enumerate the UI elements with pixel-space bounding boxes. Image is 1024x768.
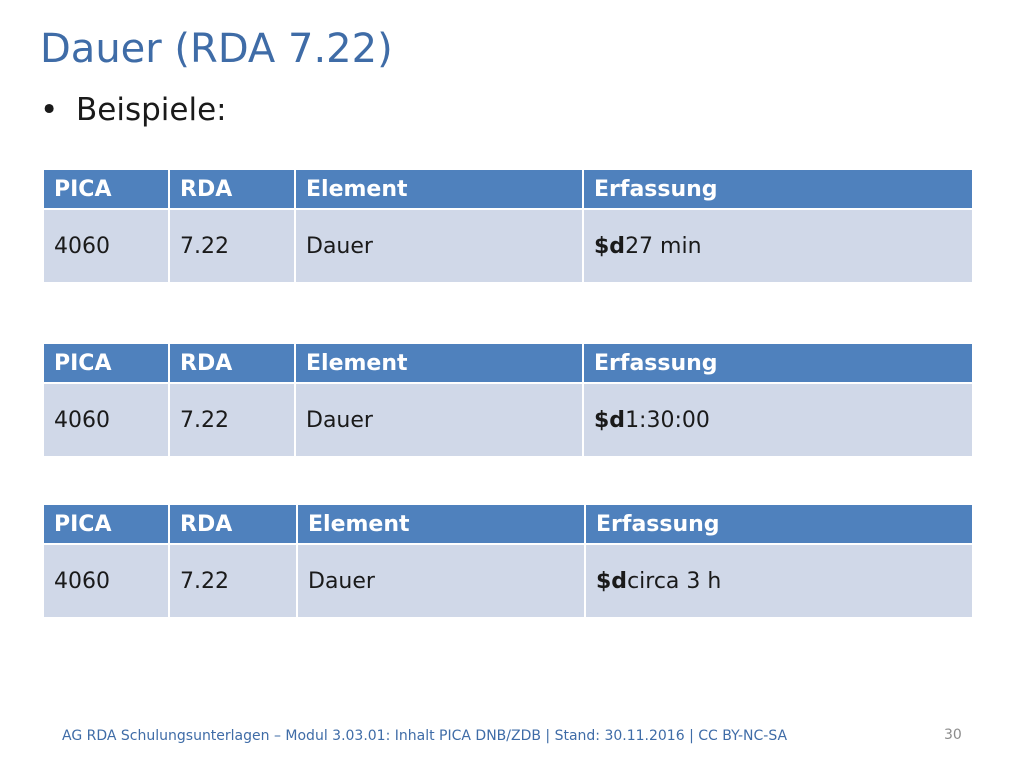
header-cell-element: Element [298,505,584,543]
example-table-2: PICA RDA Element Erfassung 4060 7.22 Dau… [42,342,974,458]
table-header-row: PICA RDA Element Erfassung [44,170,972,208]
cell-erfassung: $d1:30:00 [584,384,972,456]
slide-footer: AG RDA Schulungsunterlagen – Modul 3.03.… [62,728,788,744]
table-header-row: PICA RDA Element Erfassung [44,505,972,543]
subfield-code: $d [596,568,628,594]
subfield-value: circa 3 h [627,568,722,594]
cell-rda: 7.22 [170,545,296,617]
header-cell-pica: PICA [44,344,168,382]
table-row: 4060 7.22 Dauer $dcirca 3 h [44,545,972,617]
cell-element: Dauer [296,210,582,282]
subfield-code: $d [594,233,626,259]
header-cell-erfassung: Erfassung [584,344,972,382]
bullet-icon: • [40,92,59,128]
header-cell-element: Element [296,344,582,382]
cell-erfassung: $dcirca 3 h [586,545,972,617]
cell-pica: 4060 [44,384,168,456]
subfield-value: 27 min [625,233,702,259]
example-table-3: PICA RDA Element Erfassung 4060 7.22 Dau… [42,503,974,619]
cell-element: Dauer [298,545,584,617]
cell-erfassung: $d27 min [584,210,972,282]
header-cell-rda: RDA [170,170,294,208]
bullet-item: • Beispiele: [40,92,227,128]
slide-title: Dauer (RDA 7.22) [40,26,393,72]
header-cell-pica: PICA [44,505,168,543]
subfield-value: 1:30:00 [625,407,710,433]
bullet-text: Beispiele: [76,92,227,128]
example-table-1: PICA RDA Element Erfassung 4060 7.22 Dau… [42,168,974,284]
header-cell-pica: PICA [44,170,168,208]
table-header-row: PICA RDA Element Erfassung [44,344,972,382]
header-cell-erfassung: Erfassung [586,505,972,543]
cell-rda: 7.22 [170,384,294,456]
cell-element: Dauer [296,384,582,456]
header-cell-rda: RDA [170,344,294,382]
table-row: 4060 7.22 Dauer $d27 min [44,210,972,282]
cell-pica: 4060 [44,545,168,617]
subfield-code: $d [594,407,626,433]
page-number: 30 [944,727,962,743]
table-row: 4060 7.22 Dauer $d1:30:00 [44,384,972,456]
cell-pica: 4060 [44,210,168,282]
header-cell-element: Element [296,170,582,208]
header-cell-erfassung: Erfassung [584,170,972,208]
header-cell-rda: RDA [170,505,296,543]
cell-rda: 7.22 [170,210,294,282]
